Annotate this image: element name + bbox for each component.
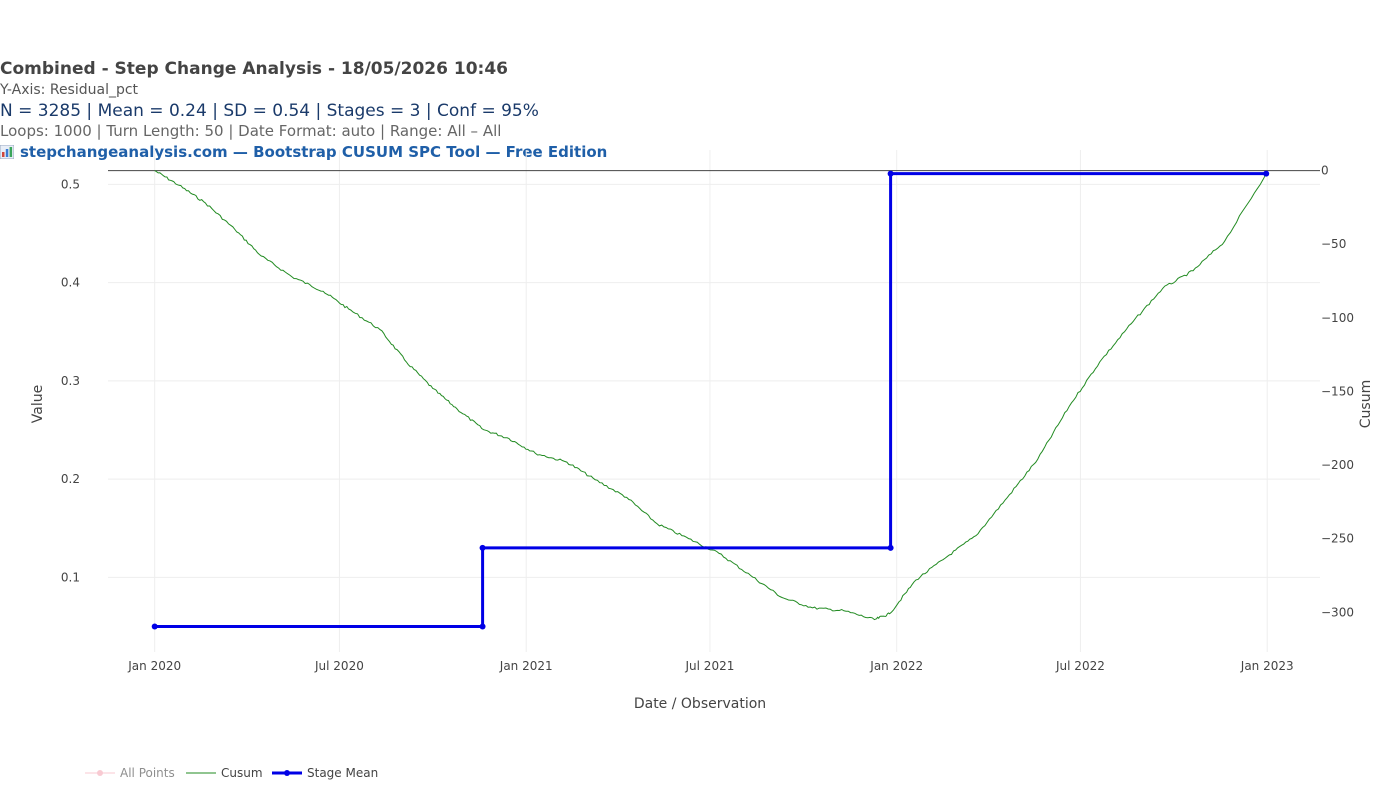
stage-mean-point-0 — [151, 623, 158, 630]
y2-tick-label-0: 0 — [1321, 164, 1329, 178]
x-tick-label-3: Jul 2021 — [685, 659, 735, 673]
cusum-series — [154, 170, 1267, 621]
legend-item-all-points[interactable]: All Points — [85, 766, 175, 780]
y-tick-label-1: 0.2 — [61, 472, 80, 486]
legend-label-1: Cusum — [221, 766, 263, 780]
x-tick-label-4: Jan 2022 — [869, 659, 923, 673]
y-tick-label-3: 0.4 — [61, 276, 80, 290]
legend-marker-0 — [97, 770, 103, 776]
legend-label-2: Stage Mean — [307, 766, 378, 780]
legend: All Points Cusum Stage Mean — [85, 766, 378, 780]
stage-mean-point-1 — [479, 623, 486, 630]
x-tick-labels: Jan 2020 Jul 2020 Jan 2021 Jul 2021 Jan 2022… — [127, 659, 1293, 673]
y2-tick-label-5: −250 — [1321, 532, 1354, 546]
x-tick-label-5: Jul 2022 — [1055, 659, 1105, 673]
legend-item-stage-mean[interactable]: Stage Mean — [272, 766, 378, 780]
source-link-text: stepchangeanalysis.com — Bootstrap CUSUM… — [20, 143, 608, 161]
bar-chart-icon — [0, 145, 14, 159]
stage-mean-point-2 — [479, 544, 486, 551]
stage-mean-point-5 — [1263, 170, 1270, 177]
y2-tick-label-2: −100 — [1321, 311, 1354, 325]
y2-tick-label-1: −50 — [1321, 237, 1346, 251]
grid-lines — [108, 150, 1320, 652]
x-tick-label-0: Jan 2020 — [127, 659, 181, 673]
y2-tick-label-6: −300 — [1321, 605, 1354, 619]
legend-marker-2 — [284, 770, 290, 776]
y2-axis-label: Cusum — [1358, 380, 1374, 428]
stage-mean-point-4 — [887, 170, 894, 177]
x-tick-label-2: Jan 2021 — [499, 659, 553, 673]
x-tick-label-6: Jan 2023 — [1240, 659, 1294, 673]
stats-summary: N = 3285 | Mean = 0.24 | SD = 0.54 | Sta… — [0, 101, 539, 121]
legend-label-0: All Points — [120, 766, 175, 780]
cusum-line — [154, 170, 1267, 621]
source-link[interactable]: stepchangeanalysis.com — Bootstrap CUSUM… — [0, 143, 607, 161]
legend-item-cusum[interactable]: Cusum — [186, 766, 263, 780]
y-tick-labels: 0.1 0.2 0.3 0.4 0.5 — [61, 177, 80, 584]
x-tick-label-1: Jul 2020 — [314, 659, 364, 673]
y-tick-label-0: 0.1 — [61, 570, 80, 584]
params-summary: Loops: 1000 | Turn Length: 50 | Date For… — [0, 122, 502, 140]
y-axis-label: Value — [30, 385, 46, 423]
y2-tick-label-4: −200 — [1321, 458, 1354, 472]
stage-mean-series — [151, 170, 1270, 630]
stage-mean-line — [154, 172, 1267, 628]
stage-mean-point-3 — [887, 544, 894, 551]
y2-tick-label-3: −150 — [1321, 384, 1354, 398]
y2-tick-labels: 0 −50 −100 −150 −200 −250 −300 — [1321, 164, 1354, 620]
y-tick-label-4: 0.5 — [61, 177, 80, 191]
y-axis-caption: Y-Axis: Residual_pct — [0, 82, 139, 98]
chart-title: Combined - Step Change Analysis - 18/05/… — [0, 59, 508, 79]
y-tick-label-2: 0.3 — [61, 374, 80, 388]
x-axis-label: Date / Observation — [634, 696, 766, 712]
